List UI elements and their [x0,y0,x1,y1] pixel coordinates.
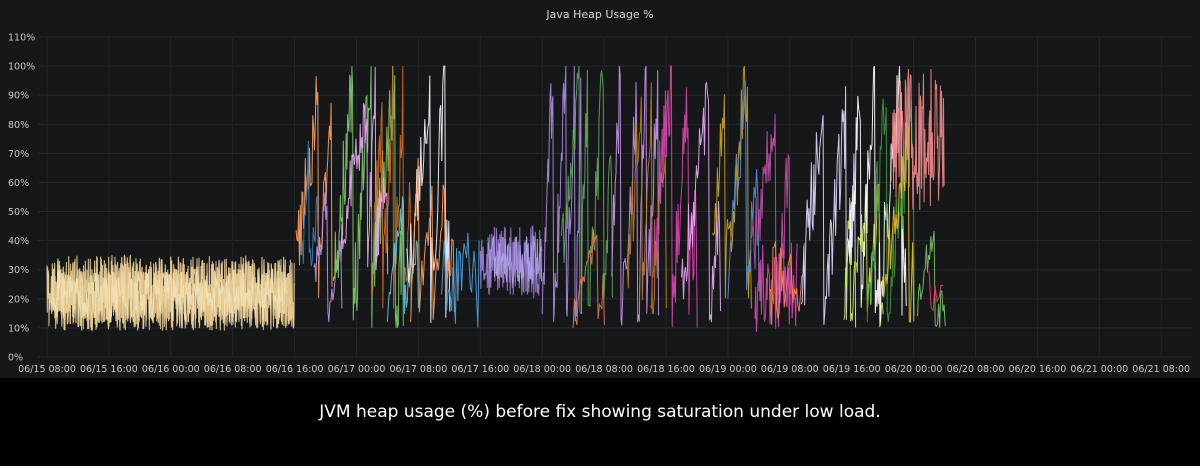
x-tick-label: 06/21 00:00 [1070,364,1128,375]
x-tick-label: 06/18 08:00 [575,364,633,375]
x-tick-label: 06/18 00:00 [513,364,571,375]
chart-title: Java Heap Usage % [546,8,654,21]
series-line [487,235,543,285]
series-line [371,66,412,313]
series-line [301,140,319,267]
y-tick-label: 40% [8,236,29,247]
figure-caption: JVM heap usage (%) before fix showing sa… [319,402,881,422]
series-line [681,82,721,323]
series-line [410,157,455,323]
y-tick-label: 30% [8,265,29,276]
x-tick-label: 06/18 16:00 [637,364,695,375]
series-line [572,228,605,328]
series-line [800,86,857,328]
series-line [928,271,944,312]
x-tick-label: 06/16 00:00 [142,364,200,375]
x-tick-label: 06/19 16:00 [823,364,881,375]
y-tick-label: 100% [8,62,35,73]
x-axis: 06/15 08:00 06/15 16:00 06/16 00:00 06/16 0… [18,364,1190,375]
y-tick-label: 70% [8,149,29,160]
x-tick-label: 06/19 08:00 [761,364,819,375]
series-line [727,80,760,299]
series-line [866,98,915,323]
series-line [332,66,404,328]
series-line [843,183,884,328]
series-line [889,68,945,210]
series-layer [46,65,946,332]
x-tick-label: 06/15 16:00 [80,364,138,375]
series-line [46,254,295,331]
x-tick-label: 06/17 00:00 [328,364,386,375]
series-line [541,66,582,322]
y-tick-label: 10% [8,323,29,334]
series-line [295,76,333,298]
series-line [882,122,915,323]
x-tick-label: 06/17 16:00 [451,364,509,375]
x-tick-label: 06/21 08:00 [1132,364,1190,375]
y-tick-label: 90% [8,91,29,102]
series-line [441,232,480,328]
x-tick-label: 06/20 00:00 [885,364,943,375]
y-tick-label: 80% [8,120,29,131]
x-tick-label: 06/16 16:00 [266,364,324,375]
series-line [626,82,667,315]
y-axis: 0% 10% 20% 30% 40% 50% 60% 70% 80% 90% 100% 110% [8,33,35,364]
series-line [50,268,287,323]
series-line [340,66,389,275]
y-tick-label: 60% [8,178,29,189]
x-tick-label: 06/17 08:00 [390,364,448,375]
y-tick-label: 110% [8,33,35,44]
y-tick-label: 0% [8,353,23,364]
y-tick-label: 20% [8,294,29,305]
x-tick-label: 06/20 08:00 [947,364,1005,375]
x-tick-label: 06/20 16:00 [1009,364,1067,375]
x-tick-label: 06/16 08:00 [204,364,262,375]
series-line [650,65,698,328]
x-tick-label: 06/15 08:00 [18,364,76,375]
x-tick-label: 06/19 00:00 [699,364,757,375]
caption-band [0,378,1200,466]
series-line [561,66,613,314]
y-tick-label: 50% [8,207,29,218]
series-line [770,241,805,325]
series-line [917,231,946,328]
heap-usage-chart: 0% 10% 20% 30% 40% 50% 60% 70% 80% 90% 100% 110% 06… [8,33,1192,375]
